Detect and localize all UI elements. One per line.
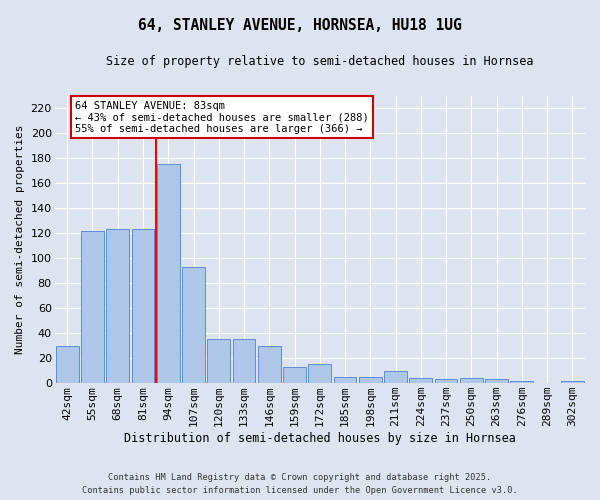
Bar bbox=[561, 380, 584, 383]
Bar bbox=[460, 378, 483, 383]
Bar bbox=[511, 380, 533, 383]
Text: 64, STANLEY AVENUE, HORNSEA, HU18 1UG: 64, STANLEY AVENUE, HORNSEA, HU18 1UG bbox=[138, 18, 462, 32]
Bar bbox=[106, 230, 129, 383]
Bar bbox=[359, 377, 382, 383]
Text: 64 STANLEY AVENUE: 83sqm
← 43% of semi-detached houses are smaller (288)
55% of : 64 STANLEY AVENUE: 83sqm ← 43% of semi-d… bbox=[75, 100, 368, 134]
Bar bbox=[182, 267, 205, 383]
Bar bbox=[485, 380, 508, 383]
Bar bbox=[208, 340, 230, 383]
Bar bbox=[81, 230, 104, 383]
Bar bbox=[384, 370, 407, 383]
Title: Size of property relative to semi-detached houses in Hornsea: Size of property relative to semi-detach… bbox=[106, 55, 533, 68]
Bar bbox=[334, 377, 356, 383]
Bar bbox=[233, 340, 256, 383]
Bar bbox=[283, 367, 306, 383]
Y-axis label: Number of semi-detached properties: Number of semi-detached properties bbox=[15, 124, 25, 354]
Bar bbox=[435, 380, 457, 383]
X-axis label: Distribution of semi-detached houses by size in Hornsea: Distribution of semi-detached houses by … bbox=[124, 432, 516, 445]
Bar bbox=[56, 346, 79, 383]
Bar bbox=[157, 164, 179, 383]
Bar bbox=[258, 346, 281, 383]
Bar bbox=[131, 230, 154, 383]
Text: Contains HM Land Registry data © Crown copyright and database right 2025.
Contai: Contains HM Land Registry data © Crown c… bbox=[82, 474, 518, 495]
Bar bbox=[409, 378, 432, 383]
Bar bbox=[308, 364, 331, 383]
